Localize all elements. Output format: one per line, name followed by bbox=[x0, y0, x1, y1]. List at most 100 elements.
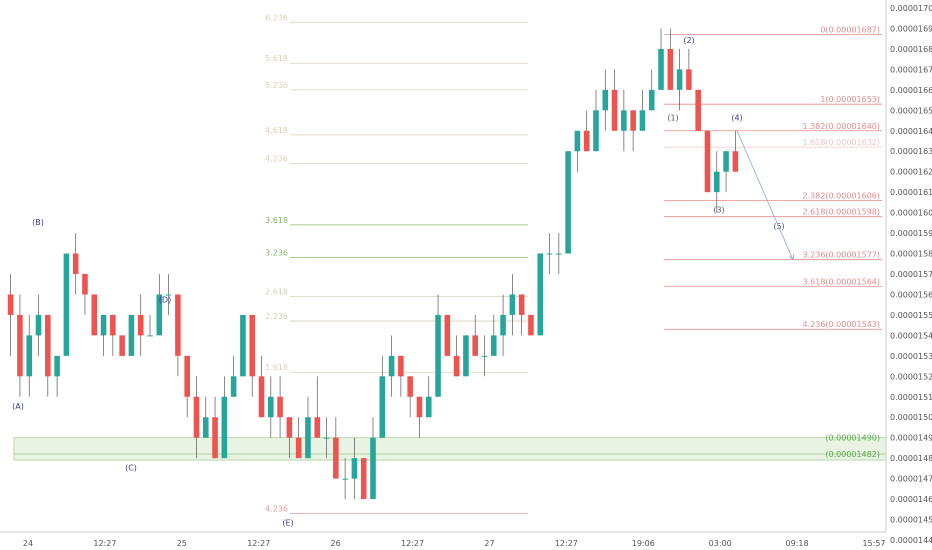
candle-body bbox=[119, 335, 125, 356]
fib-level-label: 3.236 bbox=[265, 249, 288, 258]
candle-body bbox=[295, 437, 302, 459]
candle-body bbox=[528, 314, 534, 336]
candle-body bbox=[100, 314, 107, 336]
candle-body bbox=[17, 314, 23, 377]
fib-level-label: 2.618 bbox=[265, 288, 288, 297]
candle-body bbox=[472, 335, 478, 356]
y-tick-label: 0.00001700 bbox=[890, 4, 932, 13]
candle-body bbox=[184, 355, 190, 397]
wave-label: (1) bbox=[667, 114, 678, 123]
candle-body bbox=[546, 253, 553, 255]
candle-body bbox=[26, 335, 33, 377]
fib-level-label: 1.618 bbox=[265, 363, 288, 372]
candle-body bbox=[35, 314, 42, 336]
fibonacci-levels: 6.236 5.618 5.236 4.618 4.236 3.618 3.236 2.618… bbox=[265, 13, 882, 514]
candle-body bbox=[407, 376, 413, 397]
candle-body bbox=[463, 335, 469, 377]
candle-body bbox=[45, 314, 51, 377]
candle-body bbox=[240, 314, 246, 377]
candle-body bbox=[175, 294, 181, 356]
x-tick-label: 12:27 bbox=[247, 539, 270, 548]
wave-label: (B) bbox=[32, 218, 44, 227]
candle-body bbox=[648, 89, 655, 111]
candle-body bbox=[110, 314, 116, 336]
candle-body bbox=[91, 294, 98, 336]
candle-body bbox=[202, 417, 209, 438]
support-zones: (0.00001490) (0.00001482) bbox=[13, 434, 887, 461]
support-zone-label: (0.00001482) bbox=[825, 450, 880, 459]
candle-body bbox=[388, 355, 395, 377]
fib-level-label: 2.236 bbox=[265, 312, 288, 321]
candle-body bbox=[556, 253, 562, 255]
wave-labels: (A)(B)(C)(D)(E)(1)(2)(3)(4)(5) bbox=[12, 36, 795, 528]
candle-body bbox=[147, 335, 153, 337]
fib-level-label: 4.236 bbox=[265, 504, 288, 513]
candle-body bbox=[249, 314, 256, 377]
projection-arrow bbox=[736, 130, 794, 260]
support-zone bbox=[13, 437, 887, 455]
candle-body bbox=[128, 314, 135, 356]
candle-body bbox=[193, 396, 200, 438]
candle-body bbox=[323, 437, 330, 439]
candle-body bbox=[63, 253, 70, 356]
wave-label: (E) bbox=[282, 519, 293, 528]
candle-body bbox=[481, 355, 488, 357]
candle-body bbox=[305, 417, 311, 459]
candle-body bbox=[574, 130, 581, 152]
candle-body bbox=[435, 314, 441, 397]
fib-level-label: 3.618(0.00001564) bbox=[803, 277, 881, 286]
candle-body bbox=[611, 89, 618, 131]
y-tick-label: 0.00001490 bbox=[890, 434, 932, 443]
candle-body bbox=[137, 314, 144, 336]
candle-body bbox=[268, 396, 274, 418]
support-zone bbox=[13, 453, 887, 461]
candles bbox=[7, 28, 739, 500]
fib-level-label: 2.382(0.00001606) bbox=[803, 191, 881, 200]
candle-body bbox=[602, 89, 609, 111]
candle-body bbox=[165, 294, 172, 296]
x-tick-label: 12:27 bbox=[93, 539, 116, 548]
x-tick-label: 12:27 bbox=[555, 539, 578, 548]
candle-body bbox=[360, 458, 367, 500]
candle-body bbox=[593, 110, 599, 152]
wave-label: (2) bbox=[683, 36, 694, 45]
candle-body bbox=[425, 396, 432, 418]
candle-body bbox=[230, 376, 237, 397]
candle-body bbox=[667, 48, 674, 90]
candle-body bbox=[277, 396, 283, 418]
x-tick-label: 26 bbox=[331, 539, 341, 548]
x-tick-label: 24 bbox=[23, 539, 33, 548]
y-tick-label: 0.00001640 bbox=[890, 127, 932, 136]
candle-body bbox=[621, 110, 627, 131]
wave-label: (3) bbox=[713, 206, 724, 215]
candle-body bbox=[351, 458, 358, 479]
wave-label: (4) bbox=[731, 114, 742, 123]
candle-body bbox=[639, 110, 646, 131]
candle-body bbox=[565, 151, 571, 254]
x-tick-label: 19:06 bbox=[632, 539, 655, 548]
candle-body bbox=[537, 253, 544, 336]
x-tick-label: 12:27 bbox=[401, 539, 424, 548]
fib-level-label: 1(0.00001653) bbox=[820, 95, 880, 104]
candle-body bbox=[212, 417, 218, 459]
candle-body bbox=[221, 396, 228, 459]
fib-level-label: 5.618 bbox=[265, 54, 288, 63]
support-zone-label: (0.00001490) bbox=[825, 434, 880, 443]
axes bbox=[0, 0, 887, 533]
